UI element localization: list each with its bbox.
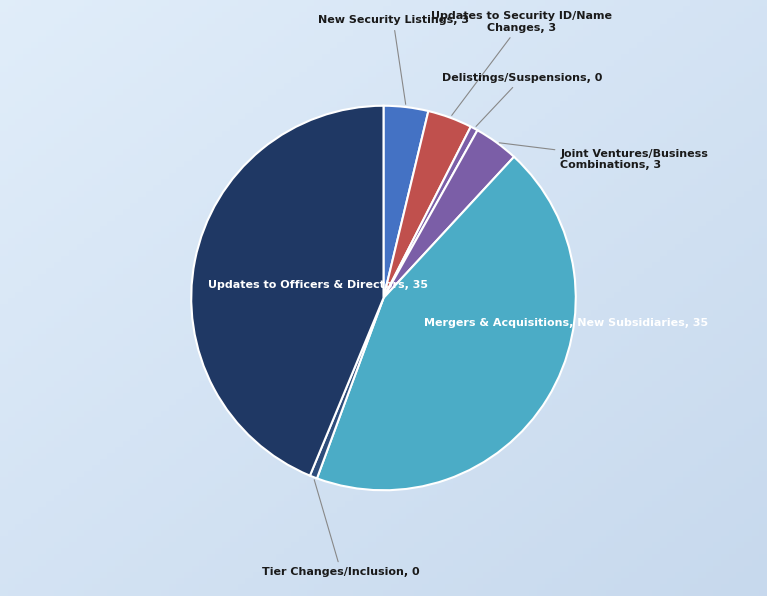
- Wedge shape: [384, 131, 514, 298]
- Wedge shape: [384, 105, 429, 298]
- Wedge shape: [384, 111, 471, 298]
- Wedge shape: [191, 105, 384, 476]
- Wedge shape: [317, 157, 576, 491]
- Wedge shape: [384, 127, 477, 298]
- Wedge shape: [310, 298, 384, 479]
- Text: Delistings/Suspensions, 0: Delistings/Suspensions, 0: [442, 73, 602, 126]
- Text: Joint Ventures/Business
Combinations, 3: Joint Ventures/Business Combinations, 3: [499, 143, 708, 170]
- Text: Tier Changes/Inclusion, 0: Tier Changes/Inclusion, 0: [262, 480, 420, 577]
- Text: New Security Listings, 3: New Security Listings, 3: [318, 15, 469, 104]
- Text: Updates to Security ID/Name
Changes, 3: Updates to Security ID/Name Changes, 3: [431, 11, 612, 116]
- Text: Mergers & Acquisitions, New Subsidiaries, 35: Mergers & Acquisitions, New Subsidiaries…: [424, 318, 709, 328]
- Text: Updates to Officers & Directors, 35: Updates to Officers & Directors, 35: [208, 280, 427, 290]
